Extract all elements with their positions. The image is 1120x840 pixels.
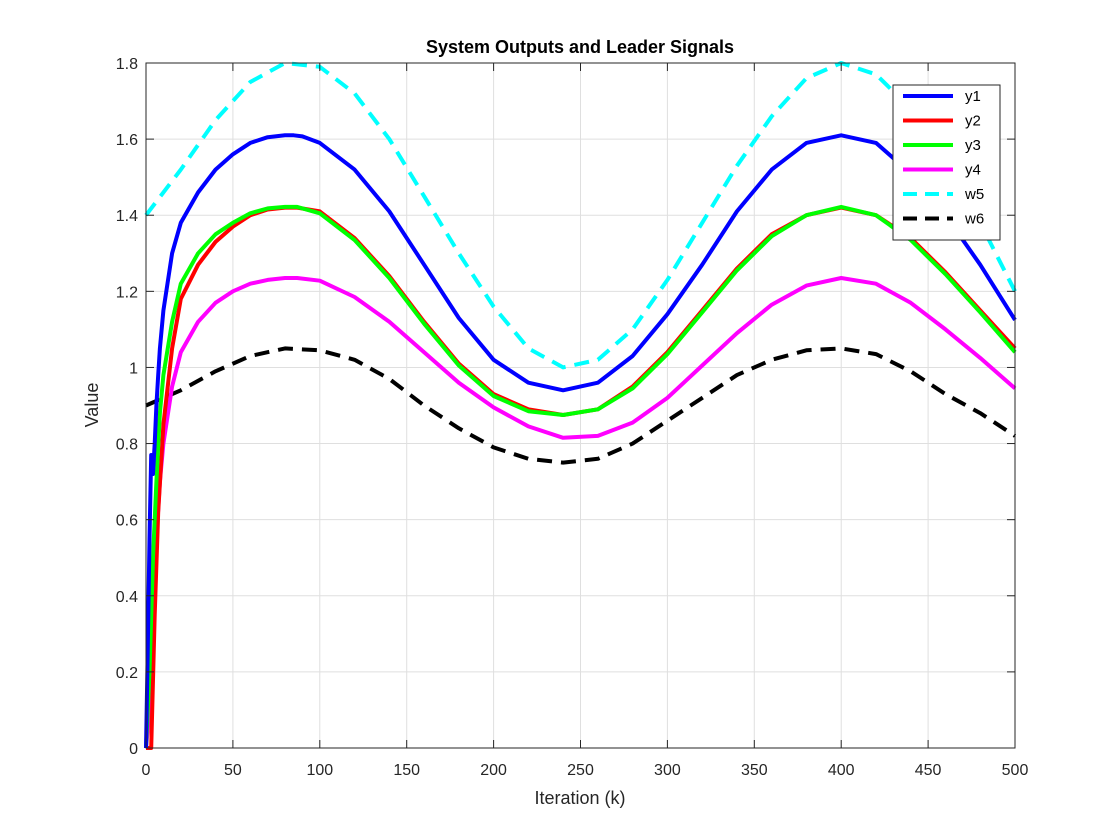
series-line-w5 — [144, 61, 1017, 370]
x-tick-label: 350 — [741, 762, 768, 779]
x-axis-label: Iteration (k) — [534, 788, 625, 808]
x-tick-label: 250 — [567, 762, 594, 779]
tick-labels: 0 50 100 150 200 250 300 350 400 450 500 0 0.2 0.4 0.6… — [116, 56, 1029, 779]
series-line-y1 — [144, 133, 1017, 749]
y-tick-label: 1.2 — [116, 284, 138, 301]
y-tick-label: 0.6 — [116, 513, 138, 530]
legend-label-y3: y3 — [965, 137, 981, 154]
y-tick-label: 0.4 — [116, 589, 138, 606]
legend: y1 y2 y3 y4 w5 w6 — [892, 84, 1001, 241]
x-tick-label: 200 — [480, 762, 507, 779]
y-tick-label: 0.8 — [116, 437, 138, 454]
x-tick-label: 150 — [393, 762, 420, 779]
x-tick-label: 400 — [828, 762, 855, 779]
x-tick-label: 50 — [224, 762, 242, 779]
legend-label-y1: y1 — [965, 88, 981, 105]
legend-label-y2: y2 — [965, 113, 981, 130]
series-line-y4 — [144, 276, 1017, 749]
x-tick-label: 450 — [915, 762, 942, 779]
y-tick-label: 1.4 — [116, 208, 138, 225]
legend-label-w6: w6 — [964, 211, 984, 228]
x-tick-label: 100 — [306, 762, 333, 779]
ticks — [145, 62, 1016, 749]
y-tick-label: 1.8 — [116, 56, 138, 73]
y-tick-label: 1 — [129, 360, 138, 377]
y-tick-label: 1.6 — [116, 132, 138, 149]
series-layer — [144, 61, 1017, 750]
series-line-y3 — [144, 204, 1017, 749]
legend-box — [892, 84, 1001, 241]
chart-title: System Outputs and Leader Signals — [426, 37, 734, 57]
x-tick-label: 300 — [654, 762, 681, 779]
y-tick-label: 0 — [129, 741, 138, 758]
y-tick-label: 0.2 — [116, 665, 138, 682]
x-tick-label: 0 — [142, 762, 151, 779]
legend-label-w5: w5 — [964, 186, 984, 203]
series-line-w6 — [145, 346, 1017, 465]
legend-label-y4: y4 — [965, 162, 981, 179]
y-axis-label: Value — [82, 383, 102, 428]
x-tick-label: 500 — [1002, 762, 1029, 779]
